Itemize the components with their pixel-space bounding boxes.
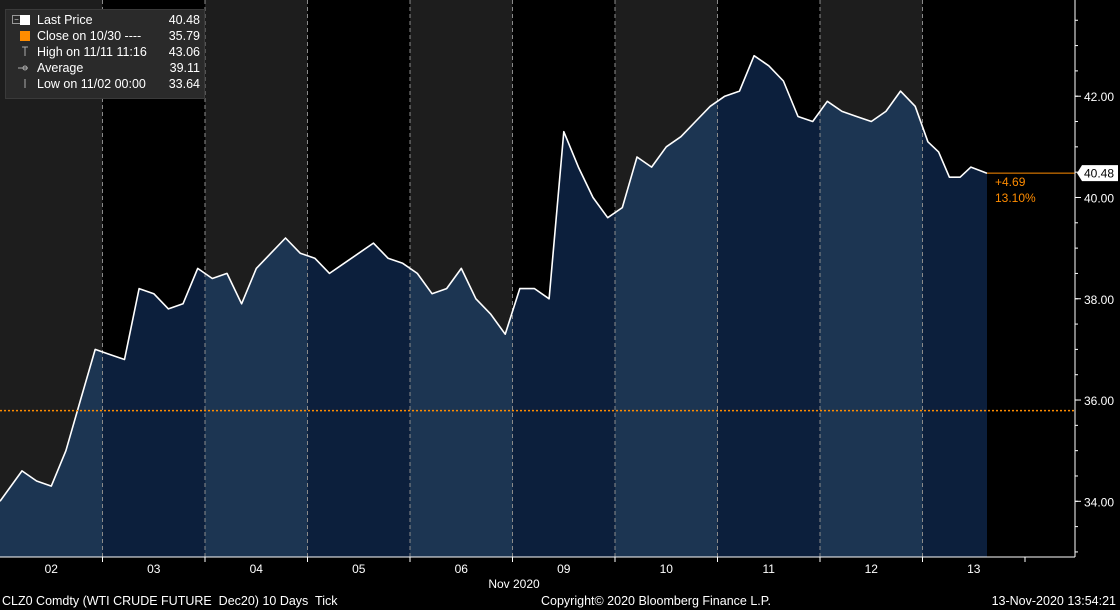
low-marker-icon	[24, 79, 26, 88]
x-tick-label: 05	[352, 562, 366, 576]
legend-value: 33.64	[168, 77, 200, 91]
x-tick-label: 12	[865, 562, 879, 576]
last-price-tag: 40.48	[1077, 165, 1118, 182]
footer-copyright: Copyright© 2020 Bloomberg Finance L.P.	[541, 594, 771, 608]
average-marker-icon	[18, 65, 28, 71]
change-pct-label: 13.10%	[995, 191, 1036, 205]
last-price-series-line	[0, 54, 988, 502]
price-area	[717, 55, 820, 557]
last-price-tag-box	[1077, 165, 1118, 182]
price-area	[102, 268, 205, 557]
white-square-icon	[20, 15, 30, 25]
y-tick-label: 42.00	[1084, 90, 1114, 104]
y-tick-label: 40.00	[1084, 191, 1114, 205]
orange-square-icon	[20, 31, 30, 41]
x-tick-label: 10	[660, 562, 674, 576]
last-price-tag-text: 40.48	[1084, 167, 1114, 181]
x-tick-label: 04	[250, 562, 264, 576]
legend-label: Low on 11/02 00:00	[37, 77, 146, 91]
legend-item-last-price: Last Price 40.48	[6, 12, 204, 28]
y-tick-label: 36.00	[1084, 394, 1114, 408]
legend-label: Last Price	[37, 13, 93, 27]
y-tick-label: 34.00	[1084, 495, 1114, 509]
price-area	[922, 126, 987, 557]
legend-item-close: Close on 10/30 ---- 35.79	[6, 28, 204, 44]
legend-item-high: High on 11/11 11:16 43.06	[6, 44, 204, 60]
x-tick-label: 06	[455, 562, 469, 576]
price-area	[410, 268, 513, 557]
price-area	[820, 91, 923, 557]
legend-item-average: Average 39.11	[6, 60, 204, 76]
footer-instrument: CLZ0 Comdty (WTI CRUDE FUTURE Dec20) 10 …	[2, 594, 338, 608]
change-abs-label: +4.69	[995, 175, 1026, 189]
price-area	[615, 101, 718, 557]
legend-label: High on 11/11 11:16	[37, 45, 147, 59]
chart-legend: − Last Price 40.48 Close on 10/30 ---- 3…	[5, 9, 205, 99]
y-tick-label: 38.00	[1084, 293, 1114, 307]
x-tick-label: 03	[147, 562, 161, 576]
price-area	[512, 131, 615, 557]
x-tick-label: 11	[763, 562, 776, 576]
high-marker-icon	[22, 46, 28, 56]
legend-value: 40.48	[168, 13, 200, 27]
legend-value: 35.79	[168, 29, 200, 43]
x-tick-label: 13	[967, 562, 981, 576]
legend-value: 39.11	[169, 61, 200, 75]
x-tick-label: 02	[45, 562, 59, 576]
legend-item-low: Low on 11/02 00:00 33.64	[6, 76, 204, 92]
price-area	[307, 243, 410, 557]
x-axis-label: Nov 2020	[488, 577, 540, 591]
legend-label: Average	[37, 61, 84, 75]
legend-label: Close on 10/30 ----	[37, 29, 142, 43]
x-tick-label: 09	[557, 562, 571, 576]
footer-timestamp: 13-Nov-2020 13:54:21	[991, 594, 1116, 608]
price-area	[205, 238, 308, 557]
price-area	[0, 349, 103, 557]
legend-value: 43.06	[168, 45, 200, 59]
